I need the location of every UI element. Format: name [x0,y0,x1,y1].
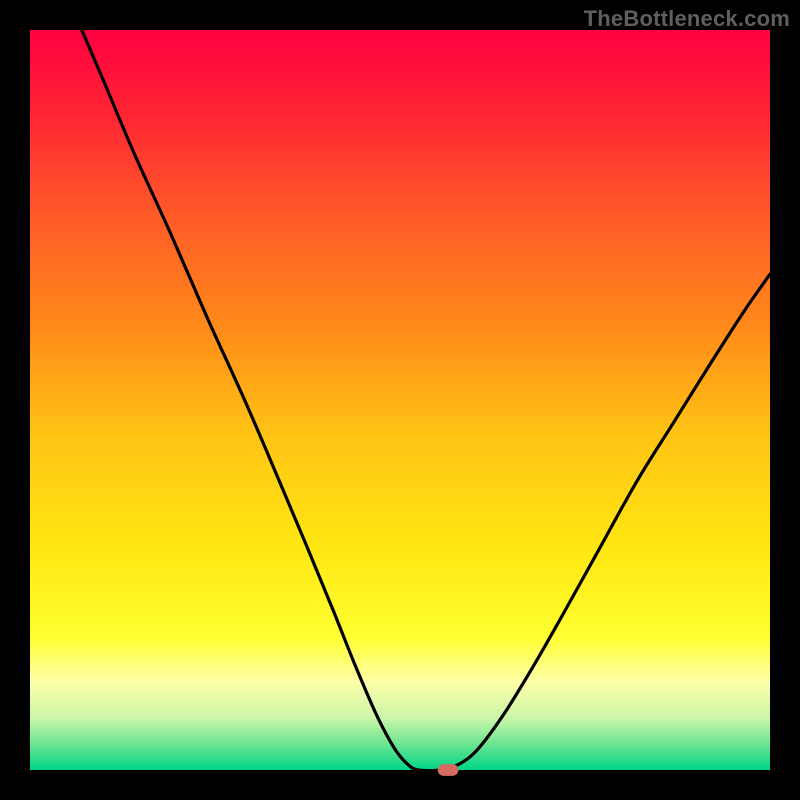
gradient-background [30,30,770,770]
bottleneck-chart [0,0,800,800]
watermark-text: TheBottleneck.com [584,6,790,32]
optimal-marker [438,764,459,776]
